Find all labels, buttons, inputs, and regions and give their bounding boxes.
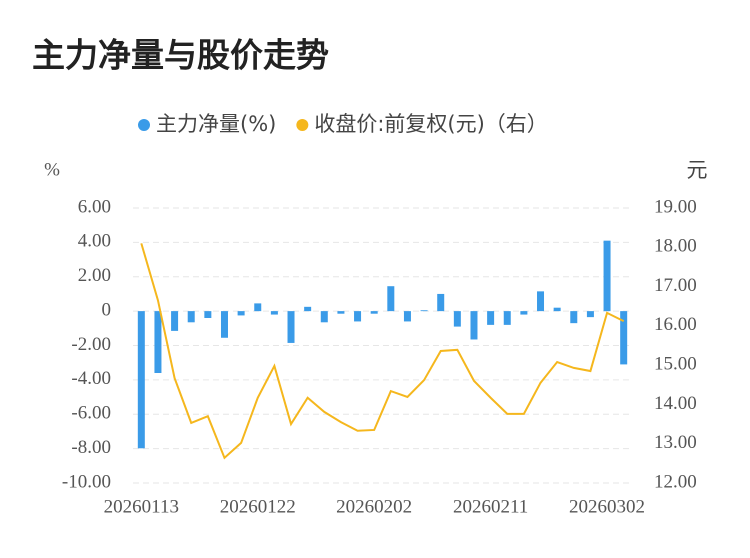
y2-tick-label: 12.00	[654, 471, 697, 492]
bar	[220, 311, 228, 338]
y-tick-label: -2.00	[71, 334, 111, 355]
price-line	[140, 243, 625, 460]
bar	[187, 311, 195, 323]
bar	[503, 311, 511, 325]
bar	[603, 240, 611, 312]
y-axis-label: %	[44, 159, 60, 180]
y-tick-label: -6.00	[71, 403, 111, 424]
bar	[204, 311, 212, 318]
y2-tick-label: 16.00	[654, 314, 697, 335]
legend-marker	[296, 119, 309, 131]
x-tick-label: 20260202	[336, 496, 412, 517]
bar	[287, 311, 295, 343]
bar	[237, 311, 245, 316]
bar	[337, 311, 345, 314]
bar	[520, 311, 528, 315]
bar	[387, 286, 395, 312]
y-tick-label: -8.00	[71, 437, 111, 458]
y2-axis-label: 元	[687, 158, 708, 182]
x-tick-label: 20260211	[453, 496, 528, 517]
y-tick-label: 4.00	[78, 231, 111, 252]
bar	[570, 311, 578, 324]
y-tick-label: -4.00	[71, 368, 111, 389]
bar	[137, 311, 145, 449]
bar	[171, 311, 179, 331]
x-tick-label: 20260122	[220, 496, 296, 517]
bar	[304, 306, 312, 312]
bar	[154, 311, 162, 373]
y2-tick-label: 14.00	[654, 393, 697, 414]
bar	[270, 311, 278, 315]
bar	[420, 310, 428, 312]
x-tick-label: 20260302	[569, 496, 645, 517]
x-tick-label: 20260113	[104, 496, 179, 517]
legend-label: 主力净量(%)	[156, 112, 276, 136]
bar	[370, 311, 378, 314]
bar	[354, 311, 362, 322]
bar	[320, 311, 328, 323]
y2-tick-label: 15.00	[654, 354, 697, 375]
bar	[437, 293, 445, 312]
legend-label: 收盘价:前复权(元)（右）	[314, 112, 547, 136]
y2-tick-label: 19.00	[654, 196, 697, 217]
y2-tick-label: 17.00	[654, 275, 697, 296]
bar	[537, 291, 545, 312]
bar	[586, 311, 594, 318]
y-tick-label: 6.00	[78, 196, 111, 217]
y2-tick-label: 18.00	[654, 236, 697, 257]
bar	[470, 311, 478, 340]
bar	[620, 311, 628, 365]
chart-title: 主力净量与股价走势	[32, 36, 329, 75]
y-tick-label: 2.00	[78, 265, 111, 286]
y-tick-label: 0	[102, 299, 112, 320]
bar	[487, 311, 495, 325]
y2-tick-label: 13.00	[654, 432, 697, 453]
bar	[553, 307, 561, 312]
bar	[403, 311, 411, 322]
bar	[254, 303, 262, 312]
legend-marker	[138, 119, 150, 131]
y-tick-label: -10.00	[62, 471, 111, 492]
bar	[453, 311, 461, 327]
